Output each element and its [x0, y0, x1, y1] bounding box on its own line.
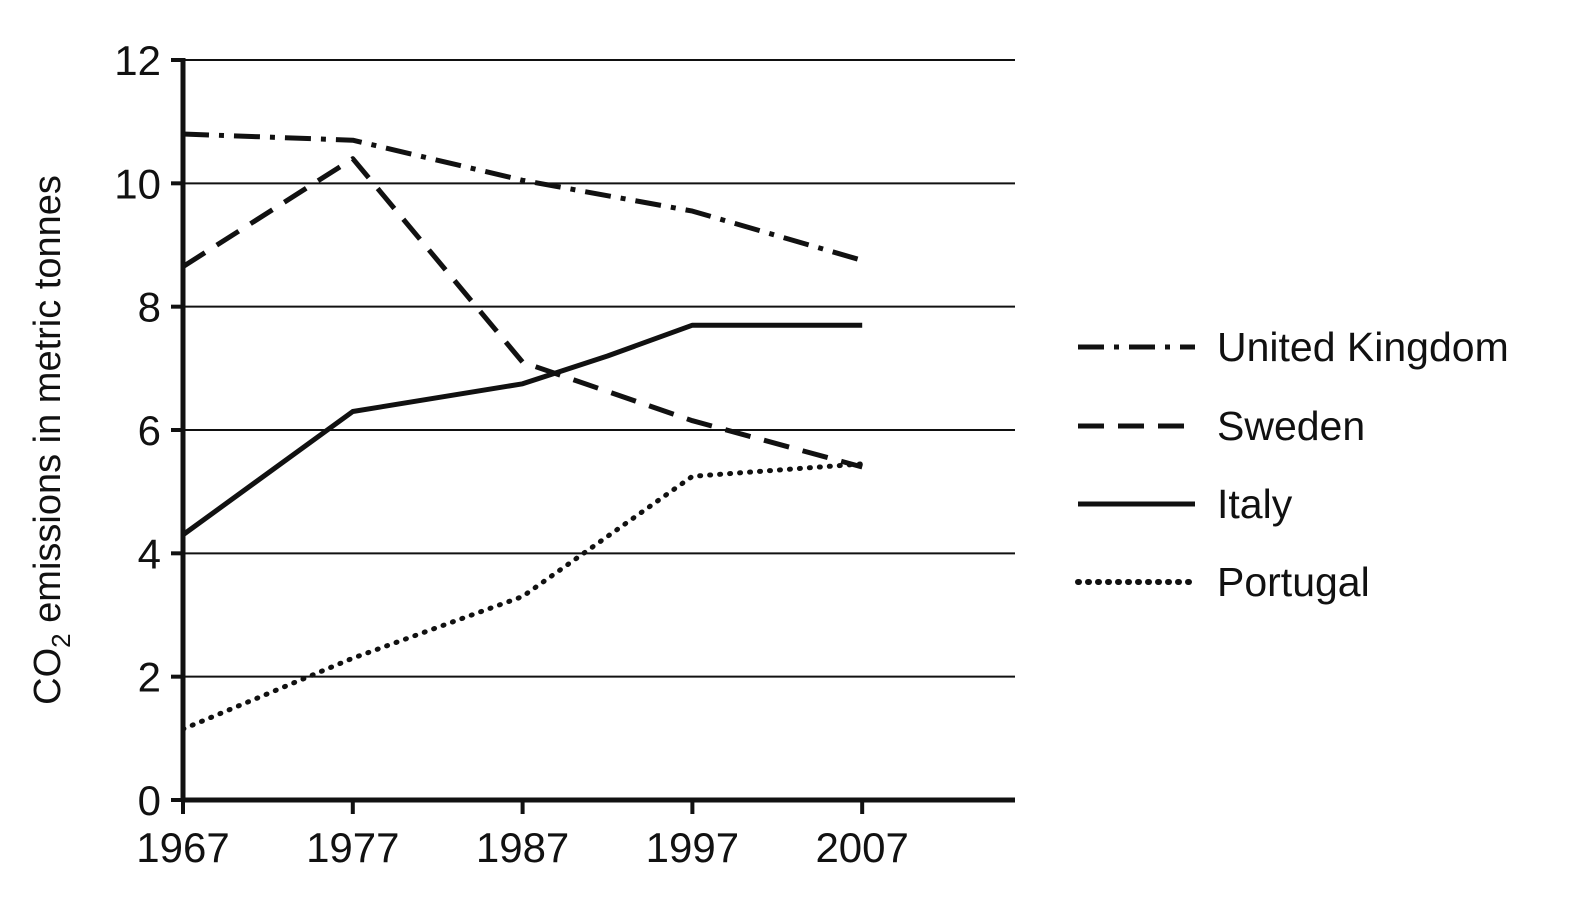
tick-labels: 0 2 4 6 8 10 12 1967 1977 1987 1997 2007 — [114, 37, 909, 871]
y-tick-label: 8 — [138, 284, 161, 331]
y-axis-label-main: emissions in metric tonnes — [27, 175, 69, 623]
series-line-sweden — [181, 156, 863, 470]
x-tick-label: 1997 — [646, 824, 739, 871]
y-axis-label: CO2 emissions in metric tonnes — [27, 175, 76, 705]
y-tick-label: 4 — [138, 530, 161, 577]
x-tick-label: 2007 — [815, 824, 908, 871]
legend-label: United Kingdom — [1217, 324, 1509, 370]
y-axis-label-text: emissions in metric tonnes — [27, 175, 69, 633]
y-tick-label: 6 — [138, 407, 161, 454]
y-tick-label: 12 — [114, 37, 161, 84]
series-line-united-kingdom — [182, 131, 863, 263]
series-lines — [180, 131, 865, 732]
series-line-portugal — [180, 461, 865, 732]
x-tick-label: 1977 — [306, 824, 399, 871]
y-axis-label-prefix: CO — [27, 648, 69, 705]
x-tick-label: 1967 — [136, 824, 229, 871]
legend: United Kingdom Sweden Italy Portugal — [1075, 324, 1509, 605]
legend-label: Portugal — [1217, 559, 1370, 605]
legend-label: Italy — [1217, 481, 1293, 527]
axes — [171, 58, 1015, 814]
y-tick-label: 10 — [114, 160, 161, 207]
y-axis-label-subscript: 2 — [46, 633, 76, 647]
y-tick-label: 0 — [138, 777, 161, 824]
y-tick-label: 2 — [138, 654, 161, 701]
legend-label: Sweden — [1217, 403, 1365, 449]
grid — [183, 59, 1015, 678]
x-tick-label: 1987 — [476, 824, 569, 871]
series-line-italy — [181, 322, 863, 537]
